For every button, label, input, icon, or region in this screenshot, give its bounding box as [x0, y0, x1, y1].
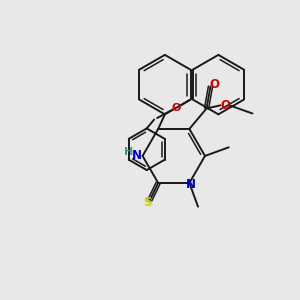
Text: N: N [132, 149, 142, 162]
Text: O: O [220, 99, 231, 112]
Text: H: H [124, 147, 133, 158]
Text: O: O [172, 103, 181, 112]
Text: N: N [186, 178, 196, 191]
Text: S: S [143, 196, 151, 209]
Text: O: O [209, 79, 219, 92]
